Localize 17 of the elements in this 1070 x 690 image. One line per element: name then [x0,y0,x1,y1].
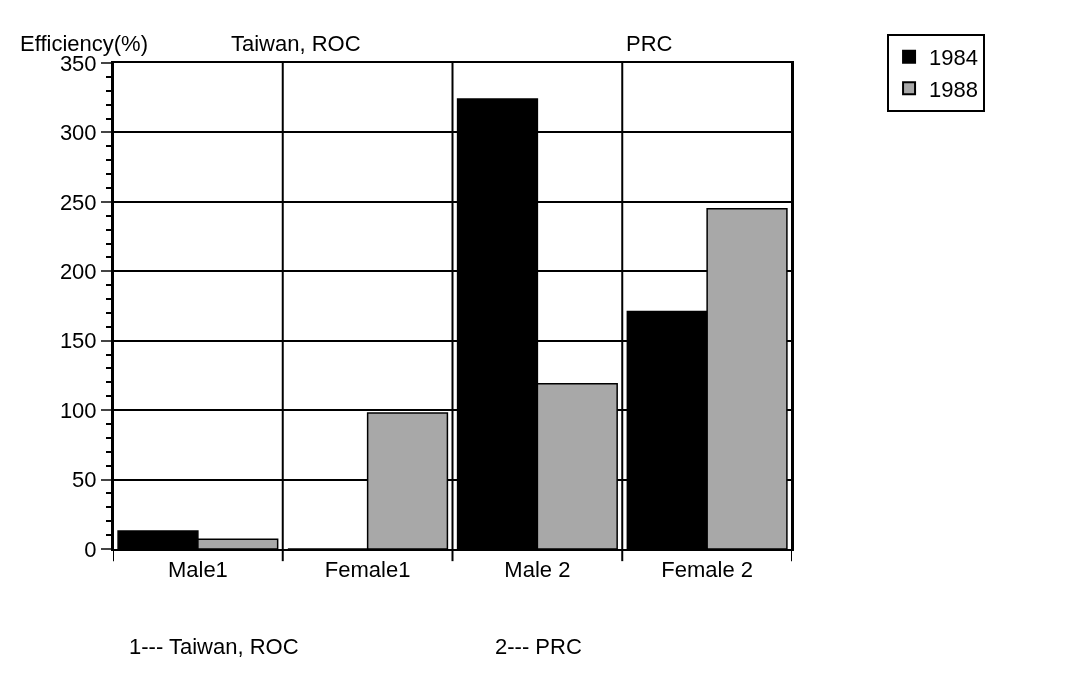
legend-label: 1988 [929,76,979,102]
text: 2--- PRC [495,634,582,659]
text: PRC [626,31,673,56]
y-tick-label: 100 [59,397,97,423]
x-tick-label: Female 2 [661,557,753,583]
x-tick-label: Male1 [167,557,228,583]
text: 1--- Taiwan, ROC [129,634,299,659]
y-tick-label: 0 [84,536,97,562]
y-tick-label: 50 [72,467,97,493]
y-tick-label: 300 [59,120,97,146]
legend-label: 1984 [929,45,979,71]
x-tick-label: Male 2 [504,557,571,583]
y-tick-label: 150 [59,328,97,354]
y-tick-label: 250 [59,189,97,215]
y-tick-label: 200 [59,258,97,284]
x-tick-label: Female1 [324,557,411,583]
text: Taiwan, ROC [231,31,361,56]
